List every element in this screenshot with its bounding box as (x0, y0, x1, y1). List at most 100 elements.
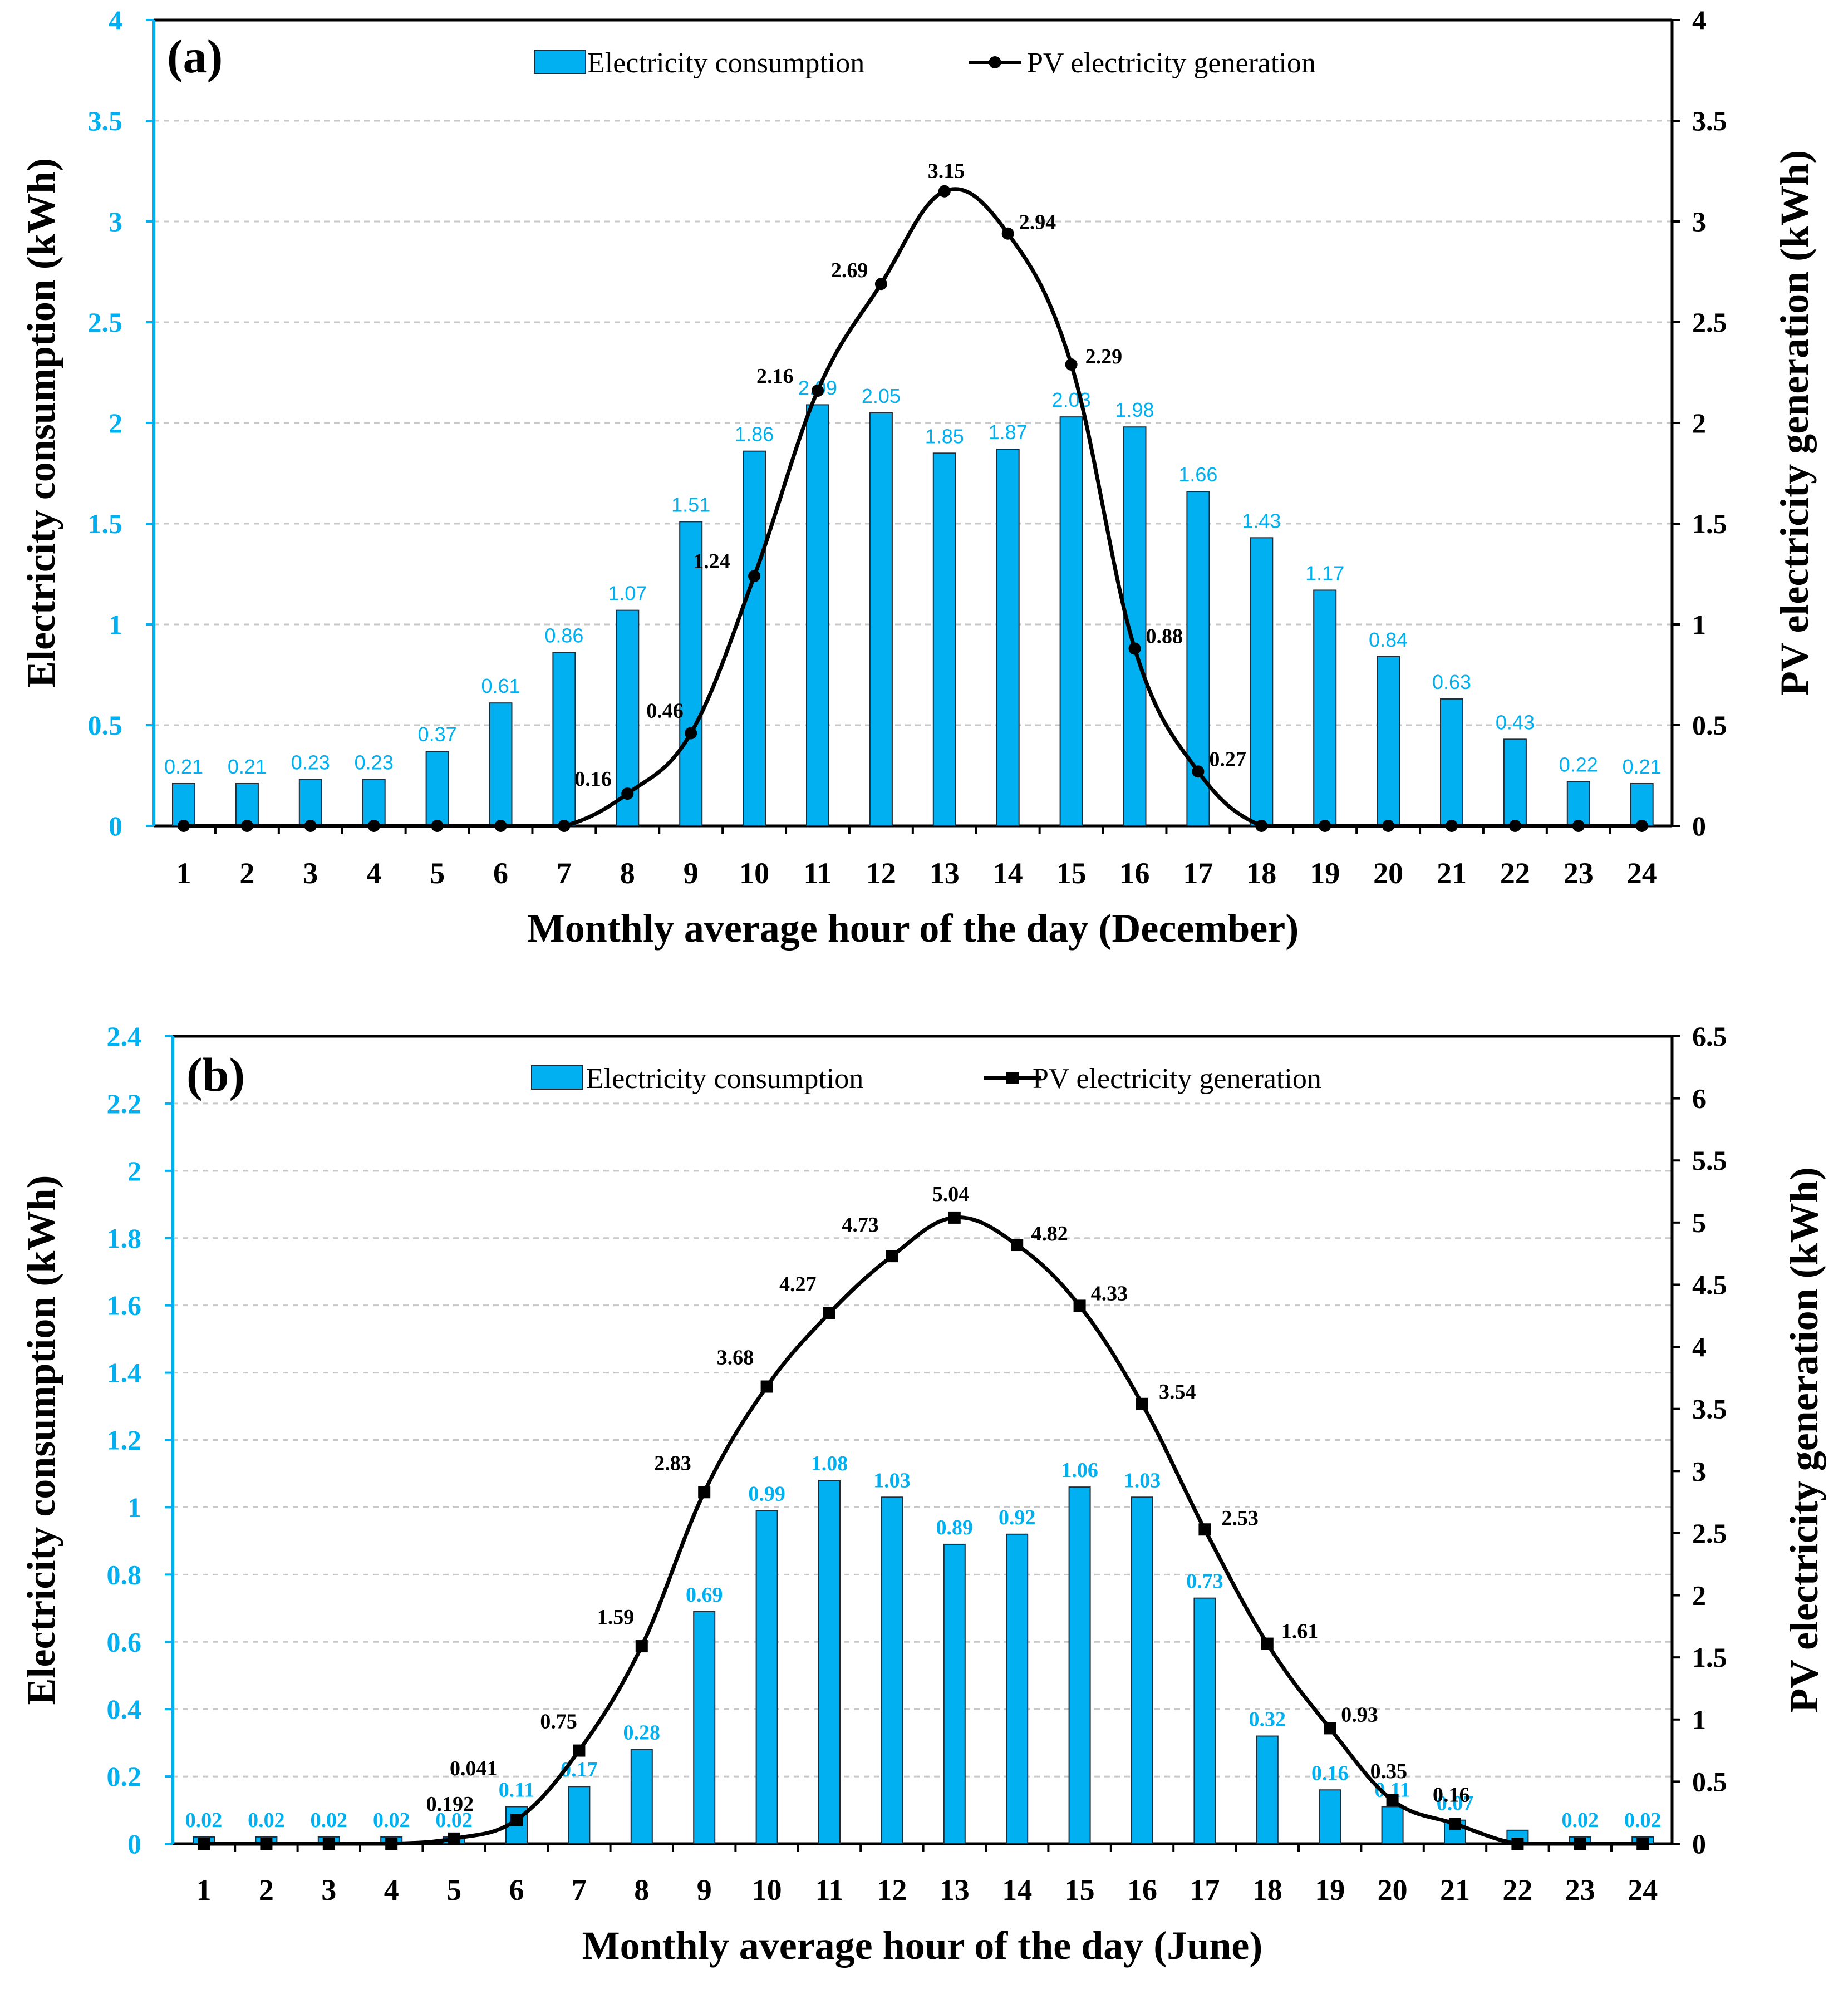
pv-generation-marker (1446, 820, 1458, 832)
x-tick-label: 3 (321, 1873, 336, 1907)
pv-generation-label: 3.54 (1159, 1380, 1196, 1404)
pv-generation-marker (431, 820, 444, 832)
pv-generation-label: 0.93 (1341, 1703, 1378, 1726)
right-y-tick-label: 2.5 (1692, 1518, 1727, 1549)
consumption-bar (568, 1786, 591, 1845)
x-tick-label: 5 (430, 856, 445, 890)
pv-generation-line (183, 187, 1642, 828)
x-tick-label: 7 (572, 1873, 587, 1907)
pv-generation-label: 5.04 (932, 1183, 970, 1206)
x-tick-label: 21 (1440, 1873, 1470, 1907)
legend-line-label: PV electricity generation (1033, 1063, 1321, 1095)
left-y-tick-label: 4 (109, 4, 122, 36)
x-tick-label: 6 (493, 856, 508, 890)
consumption-bar-label: 1.86 (735, 423, 774, 446)
x-tick-label: 17 (1190, 1873, 1220, 1907)
pv-generation-marker (1574, 1838, 1586, 1850)
right-y-tick-label: 1 (1692, 1704, 1706, 1735)
x-tick-label: 16 (1120, 856, 1150, 890)
pv-generation-label: 2.69 (831, 259, 868, 282)
x-tick-label: 22 (1502, 1873, 1532, 1907)
x-tick-label: 10 (739, 856, 769, 890)
legend-bar-label: Electricity consumption (586, 1063, 863, 1095)
consumption-bar-label: 0.69 (686, 1583, 723, 1607)
consumption-bar-label: 0.16 (1311, 1761, 1349, 1785)
left-y-tick-label: 3 (109, 206, 122, 237)
consumption-bar (362, 779, 386, 826)
consumption-bar (806, 404, 829, 826)
left-y-tick-label: 2.2 (107, 1088, 142, 1119)
pv-generation-marker (494, 820, 507, 832)
pv-generation-marker (1001, 227, 1014, 240)
x-tick-label: 18 (1252, 1873, 1282, 1907)
consumption-bar-label: 0.02 (373, 1809, 410, 1832)
pv-generation-marker (874, 278, 887, 291)
x-tick-label: 12 (866, 856, 896, 890)
consumption-bar (755, 1510, 778, 1844)
x-tick-label: 3 (303, 856, 318, 890)
pv-generation-label: 2.83 (654, 1451, 691, 1475)
pv-generation-marker (260, 1838, 273, 1850)
consumption-bar (172, 782, 195, 826)
pv-generation-marker (198, 1838, 210, 1850)
left-y-axis-title: Electricity consumption (kWh) (19, 158, 63, 688)
right-y-tick-label: 6.5 (1692, 1021, 1727, 1052)
pv-generation-marker (385, 1838, 398, 1850)
x-tick-label: 14 (993, 856, 1023, 890)
consumption-bar-label: 1.43 (1242, 509, 1281, 532)
x-tick-label: 15 (1065, 1873, 1095, 1907)
pv-generation-marker (178, 820, 190, 832)
pv-generation-label: 3.68 (717, 1346, 754, 1370)
consumption-bar (679, 521, 703, 826)
consumption-bar (996, 449, 1020, 826)
pv-generation-marker (558, 820, 571, 832)
x-tick-label: 22 (1500, 856, 1530, 890)
x-tick-label: 8 (634, 1873, 649, 1907)
legend-bar-swatch (531, 1065, 583, 1090)
pv-generation-label: 1.61 (1281, 1620, 1319, 1643)
left-y-tick-label: 2 (109, 407, 122, 439)
consumption-bar (743, 450, 766, 826)
x-tick-label: 17 (1183, 856, 1213, 890)
pv-generation-label: 4.33 (1091, 1282, 1128, 1305)
pv-generation-marker (698, 1486, 711, 1499)
consumption-bar-label: 0.21 (164, 755, 203, 778)
consumption-bar (1630, 782, 1654, 826)
pv-generation-marker (1635, 820, 1648, 832)
pv-generation-label: 0.35 (1370, 1760, 1408, 1783)
pv-generation-marker (1382, 820, 1395, 832)
left-y-tick-label: 0.6 (107, 1626, 142, 1657)
left-y-tick-label: 0 (109, 810, 122, 841)
consumption-bar (869, 412, 893, 826)
consumption-bar (818, 1480, 841, 1845)
x-tick-label: 21 (1437, 856, 1467, 890)
pv-generation-marker (1324, 1722, 1336, 1735)
pv-generation-label: 4.73 (842, 1213, 879, 1237)
consumption-bar (932, 452, 956, 826)
right-y-tick-label: 3 (1692, 1455, 1706, 1486)
consumption-bar (1193, 1597, 1216, 1844)
x-tick-label: 24 (1628, 1873, 1658, 1907)
x-tick-label: 5 (446, 1873, 461, 1907)
pv-generation-label: 2.16 (756, 365, 794, 388)
pv-generation-marker (621, 787, 634, 800)
consumption-bar (1006, 1533, 1029, 1845)
x-tick-label: 4 (366, 856, 381, 890)
panel-label: (b) (186, 1048, 245, 1101)
right-y-tick-label: 3.5 (1692, 105, 1727, 136)
pv-generation-marker (573, 1744, 586, 1757)
pv-generation-marker (1073, 1299, 1086, 1312)
right-y-tick-label: 0.5 (1692, 1766, 1727, 1797)
pv-generation-marker (1198, 1523, 1211, 1536)
pv-generation-marker (1255, 820, 1268, 832)
left-y-tick-label: 1.5 (88, 508, 123, 539)
consumption-bar-label: 0.28 (623, 1721, 661, 1745)
consumption-bar (425, 751, 449, 827)
consumption-bar-label: 1.66 (1178, 463, 1217, 486)
x-tick-label: 9 (697, 1873, 712, 1907)
right-y-tick-label: 2.5 (1692, 307, 1727, 338)
x-tick-label: 12 (877, 1873, 907, 1907)
pv-generation-label: 2.29 (1085, 345, 1123, 368)
pv-generation-marker (685, 727, 697, 740)
